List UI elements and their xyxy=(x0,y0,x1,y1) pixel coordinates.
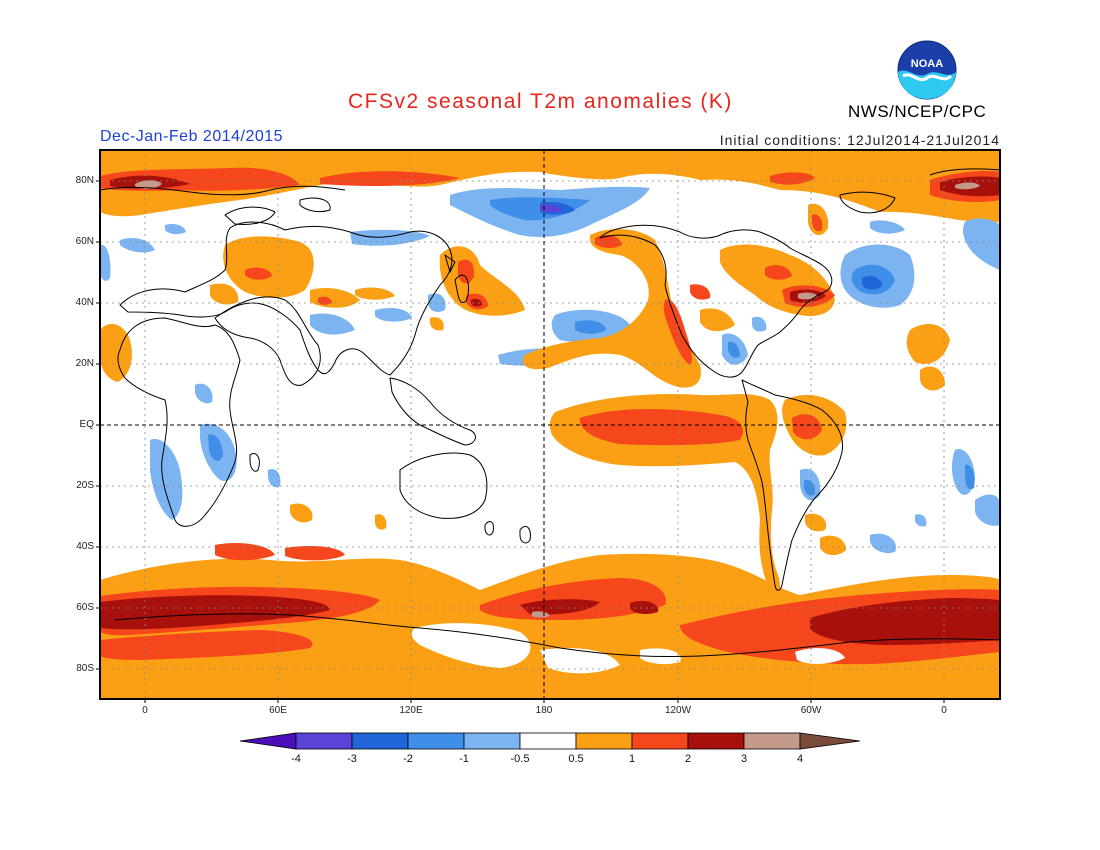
colorbar xyxy=(239,732,861,750)
forecast-period: Dec-Jan-Feb 2014/2015 xyxy=(100,128,284,145)
colorbar-label: -2 xyxy=(403,753,413,765)
colorbar-swatch xyxy=(743,732,801,750)
colorbar-label: 0.5 xyxy=(568,753,584,765)
lat-label: 60N xyxy=(75,236,94,247)
colorbar-swatch xyxy=(351,732,409,750)
lon-label: 120W xyxy=(664,705,692,716)
colorbar-swatch xyxy=(519,732,577,750)
anomaly-north-atlantic-cool xyxy=(840,218,1000,364)
grid xyxy=(100,150,1000,699)
colorbar-label: 4 xyxy=(796,753,804,765)
lon-label: 0 xyxy=(142,705,148,716)
colorbar-label: 1 xyxy=(628,753,636,765)
lon-label: 180 xyxy=(535,705,553,716)
lat-label: 20S xyxy=(76,480,94,491)
anomaly-eurasia xyxy=(100,223,430,335)
lon-label: 60E xyxy=(269,705,287,716)
anomaly-ne-pacific-warm xyxy=(522,228,735,388)
lat-label: 40S xyxy=(76,541,94,552)
lat-label: 60S xyxy=(76,602,94,613)
logo-text: NOAA xyxy=(911,58,943,70)
lon-label: 60W xyxy=(800,705,822,716)
anomaly-nw-pacific xyxy=(428,246,525,331)
colorbar-label: -4 xyxy=(291,753,301,765)
colorbar-swatch xyxy=(239,732,297,750)
anomaly-arctic-warm xyxy=(100,150,1000,236)
anomaly-antarctic-neutral xyxy=(411,556,845,674)
lon-label: 0 xyxy=(941,705,947,716)
noaa-logo: NOAA xyxy=(897,40,957,100)
colorbar-label: 3 xyxy=(740,753,748,765)
equator-dateline xyxy=(100,150,1000,699)
lat-label: 80N xyxy=(75,175,94,186)
colorbar-swatch xyxy=(575,732,633,750)
map-ticks xyxy=(96,180,945,703)
colorbar-label: -3 xyxy=(347,753,357,765)
lat-label: 40N xyxy=(75,297,94,308)
initial-conditions: Initial conditions: 12Jul2014-21Jul2014 xyxy=(719,132,1000,148)
map-title: CFSv2 seasonal T2m anomalies (K) xyxy=(348,90,733,113)
colorbar-swatch xyxy=(295,732,353,750)
colorbar-swatch xyxy=(631,732,689,750)
colorbar-swatch xyxy=(407,732,465,750)
anomaly-eastern-na xyxy=(720,244,835,365)
colorbar-label: 2 xyxy=(684,753,692,765)
lat-label: 80S xyxy=(76,663,94,674)
anomaly-siberia-cold xyxy=(450,186,650,237)
anomaly-equatorial-pacific-warm xyxy=(549,393,781,594)
colorbar-swatch xyxy=(799,732,861,750)
colorbar-label: -1 xyxy=(459,753,469,765)
lon-label: 120E xyxy=(399,705,423,716)
lat-label: 20N xyxy=(75,358,94,369)
lat-label: EQ xyxy=(79,419,94,430)
coastlines xyxy=(100,168,1000,658)
colorbar-label: -0.5 xyxy=(510,753,530,765)
colorbar-swatch xyxy=(463,732,521,750)
agency-label: NWS/NCEP/CPC xyxy=(848,102,987,121)
anomaly-southern-ocean-warm xyxy=(100,543,1000,699)
colorbar-swatch xyxy=(687,732,745,750)
